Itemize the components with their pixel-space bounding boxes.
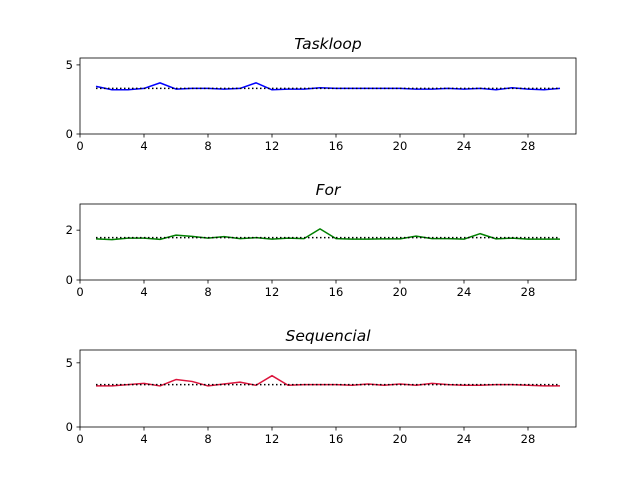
x-tick-label-3-8: 28: [521, 432, 536, 446]
x-tick-label-2-4: 12: [265, 285, 280, 299]
x-tick-label-3-5: 16: [329, 432, 344, 446]
x-tick-label-3-7: 24: [457, 432, 472, 446]
subplot-title-1: Taskloop: [294, 35, 362, 53]
subplot-3: 0 4 8 12 16 20 24 28 0 5 Sequencial: [66, 327, 577, 446]
x-tick-label-1-7: 24: [457, 139, 472, 153]
x-tick-label-1-1: 0: [76, 139, 83, 153]
axes-frame-1: [79, 57, 577, 135]
y-tick-label-2-1: 0: [66, 273, 73, 287]
y-tick-label-3-1: 0: [66, 420, 73, 434]
subplot-title-2: For: [316, 181, 342, 199]
subplot-2: 0 4 8 12 16 20 24 28 0 2 For: [66, 181, 577, 299]
y-tick-label-1-2: 5: [66, 58, 73, 72]
x-tick-label-1-5: 16: [329, 139, 344, 153]
axes-frame-3: [79, 349, 577, 428]
x-tick-label-3-4: 12: [265, 432, 280, 446]
x-tick-label-3-3: 8: [204, 432, 211, 446]
x-tick-label-2-3: 8: [204, 285, 211, 299]
x-tick-label-2-2: 4: [140, 285, 147, 299]
subplot-1: 0 4 8 12 16 20 24 28 0 5 Taskloop: [66, 35, 577, 153]
x-tick-label-2-8: 28: [521, 285, 536, 299]
x-tick-label-2-1: 0: [76, 285, 83, 299]
x-tick-label-1-8: 28: [521, 139, 536, 153]
x-tick-label-2-7: 24: [457, 285, 472, 299]
y-tick-label-1-1: 0: [66, 127, 73, 141]
series-line-2: [95, 228, 560, 241]
x-tick-label-1-4: 12: [265, 139, 280, 153]
x-tick-label-1-2: 4: [140, 139, 147, 153]
x-tick-label-1-6: 20: [393, 139, 408, 153]
x-tick-label-1-3: 8: [204, 139, 211, 153]
subplot-title-3: Sequencial: [285, 327, 371, 345]
x-tick-label-3-2: 4: [140, 432, 147, 446]
y-tick-label-3-2: 5: [66, 356, 73, 370]
x-tick-label-2-5: 16: [329, 285, 344, 299]
y-tick-label-2-2: 2: [66, 223, 73, 237]
axes-frame-2: [79, 203, 577, 281]
x-tick-label-3-6: 20: [393, 432, 408, 446]
x-tick-label-3-1: 0: [76, 432, 83, 446]
x-tick-label-2-6: 20: [393, 285, 408, 299]
